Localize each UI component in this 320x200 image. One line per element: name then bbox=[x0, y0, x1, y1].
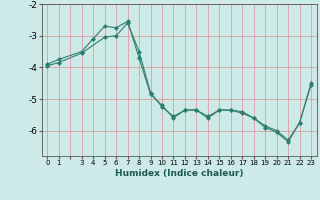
X-axis label: Humidex (Indice chaleur): Humidex (Indice chaleur) bbox=[115, 169, 244, 178]
